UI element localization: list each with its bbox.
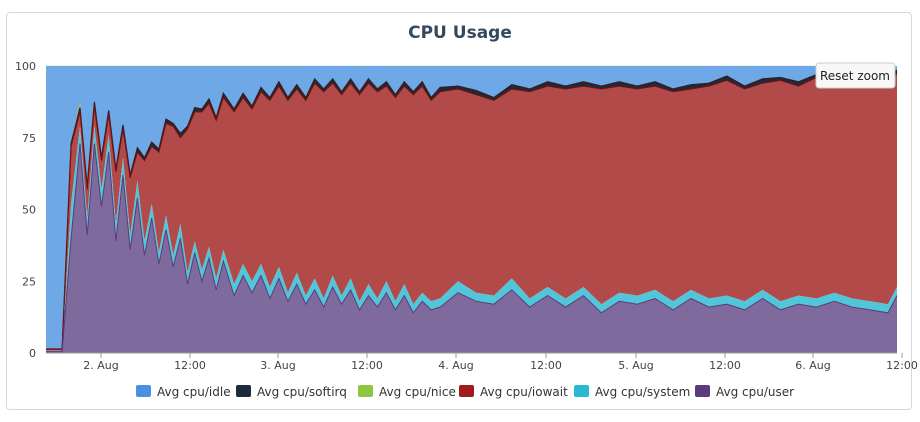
y-tick-label: 25: [22, 275, 36, 288]
x-tick-label: 12:00: [709, 359, 741, 372]
y-tick-label: 0: [29, 347, 36, 360]
x-tick-label: 12:00: [530, 359, 562, 372]
x-tick-label: 3. Aug: [260, 359, 295, 372]
reset-zoom-button[interactable]: Reset zoom: [815, 62, 896, 89]
legend-label: Avg cpu/system: [595, 385, 690, 399]
area-iowait: [46, 74, 897, 351]
legend-swatch: [695, 385, 710, 397]
legend-label: Avg cpu/nice: [379, 385, 456, 399]
y-tick-label: 50: [22, 204, 36, 217]
legend-item-avg-cpu-system[interactable]: Avg cpu/system: [574, 385, 690, 399]
reset-zoom-label: Reset zoom: [820, 69, 890, 83]
line-softirq-top: [46, 69, 898, 350]
legend-swatch: [574, 385, 589, 397]
legend-swatch: [459, 385, 474, 397]
legend-label: Avg cpu/idle: [157, 385, 231, 399]
axes: 100 75 50 25 0 2. Aug 12:00 3. Aug 12:00 4. Aug 12…: [15, 60, 918, 372]
area-idle: [46, 66, 897, 349]
legend-item-avg-cpu-iowait[interactable]: Avg cpu/iowait: [459, 385, 568, 399]
x-tick-label: 4. Aug: [438, 359, 473, 372]
legend-swatch: [236, 385, 251, 397]
x-tick-label: 12:00: [351, 359, 383, 372]
line-iowait-top: [46, 74, 897, 350]
legend-item-avg-cpu-user[interactable]: Avg cpu/user: [695, 385, 794, 399]
legend-swatch: [136, 385, 151, 397]
legend-label: Avg cpu/user: [716, 385, 794, 399]
x-tick-label: 12:00: [174, 359, 206, 372]
area-system: [46, 126, 897, 352]
y-tick-label: 100: [15, 60, 36, 73]
legend-item-avg-cpu-softirq[interactable]: Avg cpu/softirq: [236, 385, 347, 399]
legend-item-avg-cpu-nice[interactable]: Avg cpu/nice: [358, 385, 456, 399]
legend-label: Avg cpu/iowait: [480, 385, 568, 399]
legend-label: Avg cpu/softirq: [257, 385, 347, 399]
line-user-top: [46, 143, 898, 353]
legend-swatch: [358, 385, 373, 397]
series-areas: [46, 66, 898, 353]
legend: Avg cpu/idle Avg cpu/softirq Avg cpu/nice A…: [136, 385, 794, 399]
reset-zoom-background: [815, 62, 896, 89]
x-tick-label: 12:00: [886, 359, 918, 372]
chart-title: CPU Usage: [408, 23, 512, 43]
area-user: [46, 143, 897, 353]
y-tick-label: 75: [22, 132, 36, 145]
x-tick-label: 6. Aug: [795, 359, 830, 372]
x-tick-label: 5. Aug: [618, 359, 653, 372]
x-tick-label: 2. Aug: [83, 359, 118, 372]
legend-item-avg-cpu-idle[interactable]: Avg cpu/idle: [136, 385, 231, 399]
